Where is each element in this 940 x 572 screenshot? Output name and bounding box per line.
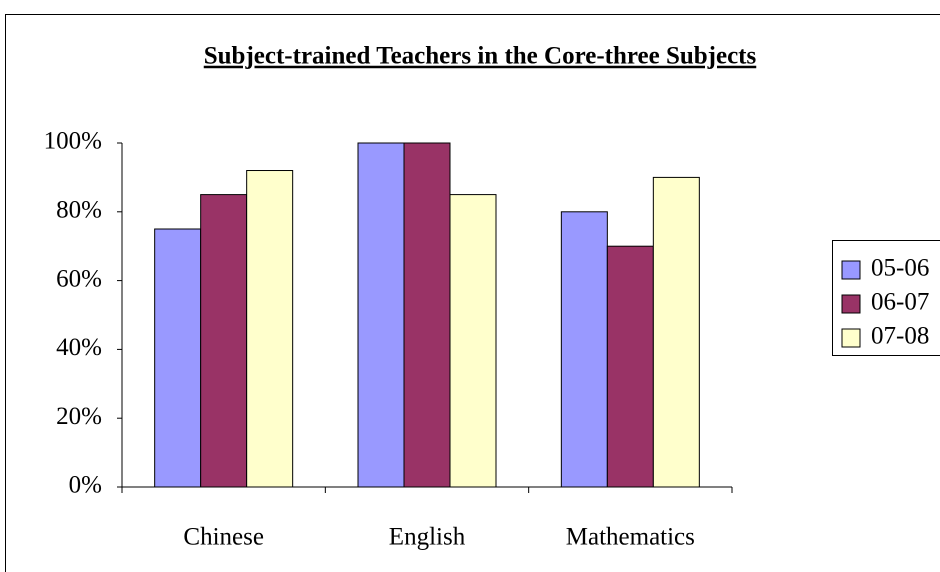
- bar: [246, 170, 294, 488]
- legend-label: 06-07: [871, 289, 929, 316]
- y-tick-label: 20%: [56, 403, 102, 430]
- bar: [606, 245, 654, 488]
- legend-label: 07-08: [871, 323, 929, 350]
- x-tick-label: Mathematics: [566, 524, 695, 551]
- legend-swatch: [841, 260, 861, 280]
- legend-swatch: [841, 328, 861, 348]
- bar: [560, 211, 608, 488]
- y-tick-label: 80%: [56, 197, 102, 224]
- y-tick-label: 40%: [56, 334, 102, 361]
- bar: [449, 194, 497, 488]
- bar: [200, 194, 248, 488]
- legend-swatch: [841, 294, 861, 314]
- y-tick-label: 60%: [56, 265, 102, 292]
- chart-title: Subject-trained Teachers in the Core-thr…: [204, 43, 757, 70]
- bar: [357, 142, 405, 488]
- bar: [154, 228, 202, 488]
- y-tick-label: 100%: [44, 128, 102, 155]
- bar: [652, 176, 700, 488]
- y-tick-label: 0%: [69, 472, 102, 499]
- bar: [403, 142, 451, 488]
- x-tick-label: Chinese: [183, 524, 264, 551]
- x-tick-label: English: [389, 524, 466, 551]
- legend-label: 05-06: [871, 255, 929, 282]
